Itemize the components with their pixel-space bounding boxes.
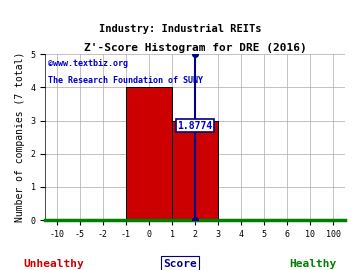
Bar: [172, 120, 218, 220]
Title: Z'-Score Histogram for DRE (2016): Z'-Score Histogram for DRE (2016): [84, 43, 306, 53]
Y-axis label: Number of companies (7 total): Number of companies (7 total): [15, 52, 25, 222]
Text: Unhealthy: Unhealthy: [24, 259, 84, 269]
Text: Industry: Industrial REITs: Industry: Industrial REITs: [99, 24, 261, 34]
Text: 1.8774: 1.8774: [177, 120, 213, 130]
Text: Healthy: Healthy: [289, 259, 337, 269]
Text: Score: Score: [163, 259, 197, 269]
Text: ©www.textbiz.org: ©www.textbiz.org: [48, 59, 128, 68]
Bar: [126, 87, 172, 220]
Text: The Research Foundation of SUNY: The Research Foundation of SUNY: [48, 76, 203, 85]
